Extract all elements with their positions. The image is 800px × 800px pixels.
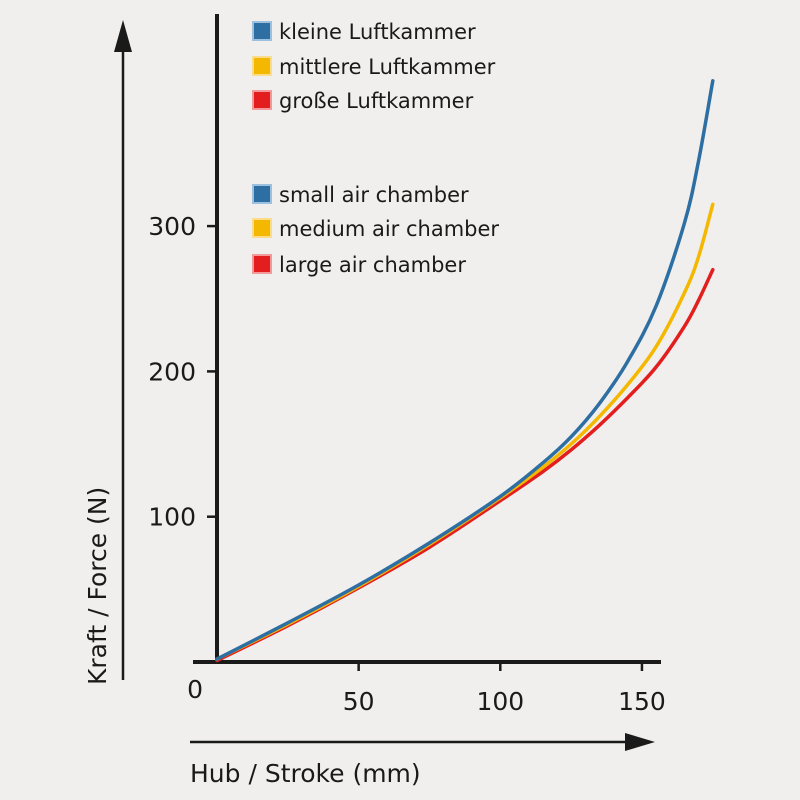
series-line-large-air-chamber — [215, 267, 715, 663]
origin-label: 0 — [187, 675, 203, 704]
x-axis-title: Hub / Stroke (mm) — [190, 759, 421, 788]
legend-item-small-en: small air chamber — [252, 183, 469, 207]
legend-swatch-medium — [252, 56, 272, 76]
legend-label: große Luftkammer — [279, 89, 474, 113]
axis-ticks: 50 100 150 100 200 300 — [148, 212, 666, 716]
legend-swatch-large — [252, 90, 272, 110]
legend-item-large-de: große Luftkammer — [252, 89, 474, 113]
y-axis-arrow — [114, 20, 132, 680]
legend-item-medium-de: mittlere Luftkammer — [252, 55, 496, 79]
x-axis-arrow — [190, 733, 655, 751]
legend-swatch-small — [252, 21, 272, 41]
y-tick-label: 200 — [148, 357, 196, 386]
x-tick-label: 150 — [618, 687, 666, 716]
legend-item-large-en: large air chamber — [252, 253, 466, 277]
y-tick-label: 300 — [148, 212, 196, 241]
legend: kleine Luftkammer mittlere Luftkammer gr… — [252, 20, 499, 277]
series-lines — [215, 79, 715, 663]
legend-label: kleine Luftkammer — [279, 20, 476, 44]
legend-label: medium air chamber — [279, 217, 499, 241]
x-tick-label: 100 — [476, 687, 524, 716]
legend-item-small-de: kleine Luftkammer — [252, 20, 476, 44]
legend-label: large air chamber — [279, 253, 466, 277]
legend-item-medium-en: medium air chamber — [252, 217, 499, 241]
legend-swatch-medium — [252, 218, 272, 238]
legend-swatch-small — [252, 184, 272, 204]
y-axis-title: Kraft / Force (N) — [83, 487, 112, 685]
legend-label: small air chamber — [279, 183, 469, 207]
series-line-small-air-chamber — [215, 79, 715, 661]
y-tick-label: 100 — [148, 503, 196, 532]
x-tick-label: 50 — [343, 687, 375, 716]
legend-swatch-large — [252, 254, 272, 274]
legend-label: mittlere Luftkammer — [279, 55, 496, 79]
